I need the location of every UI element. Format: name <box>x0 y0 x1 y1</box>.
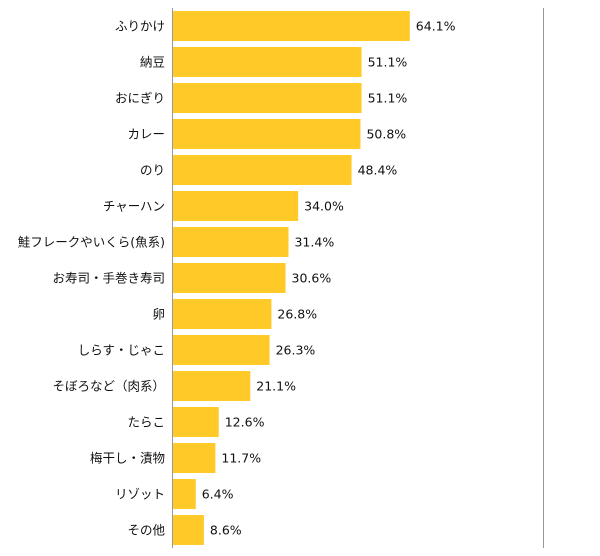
bar <box>172 371 251 401</box>
bars-group <box>172 11 410 545</box>
category-label: 梅干し・漬物 <box>90 451 165 466</box>
category-label: たらこ <box>127 415 165 430</box>
category-label: リゾット <box>115 487 165 502</box>
category-label: 卵 <box>152 307 165 322</box>
category-label: チャーハン <box>103 199 165 214</box>
value-label: 51.1% <box>368 55 408 70</box>
bar <box>172 47 362 77</box>
value-label: 48.4% <box>358 163 398 178</box>
bar <box>172 191 299 221</box>
bar <box>172 515 204 545</box>
value-label: 8.6% <box>210 523 242 538</box>
bar <box>172 119 361 149</box>
category-label: カレー <box>127 127 165 142</box>
category-label: しらす・じゃこ <box>78 343 165 358</box>
bar <box>172 335 270 365</box>
bar <box>172 479 196 509</box>
value-label: 6.4% <box>202 487 234 502</box>
category-label: ふりかけ <box>115 19 165 34</box>
bar <box>172 407 219 437</box>
value-label: 26.8% <box>277 307 317 322</box>
value-label: 31.4% <box>294 235 334 250</box>
bar <box>172 443 216 473</box>
category-label: のり <box>140 163 165 178</box>
category-label: お寿司・手巻き寿司 <box>52 271 165 286</box>
category-label: そぼろなど（肉系） <box>52 379 165 394</box>
value-label: 50.8% <box>366 127 406 142</box>
bar <box>172 299 272 329</box>
bar <box>172 263 286 293</box>
value-label: 11.7% <box>221 451 261 466</box>
category-label: 納豆 <box>140 55 165 70</box>
value-label: 51.1% <box>368 91 408 106</box>
value-label: 12.6% <box>225 415 265 430</box>
value-label: 26.3% <box>276 343 316 358</box>
value-label: 21.1% <box>256 379 296 394</box>
bar <box>172 83 362 113</box>
value-labels-group: 64.1% 51.1% 51.1% 50.8% 48.4% 34.0% 31.4% 30.6%… <box>202 19 456 538</box>
bar <box>172 155 352 185</box>
bar <box>172 11 410 41</box>
value-label: 30.6% <box>292 271 332 286</box>
category-label: 鮭フレークやいくら(魚系) <box>18 235 165 250</box>
category-label: おにぎり <box>115 91 165 106</box>
bar <box>172 227 289 257</box>
value-label: 34.0% <box>304 199 344 214</box>
value-label: 64.1% <box>416 19 456 34</box>
category-label: その他 <box>127 523 165 538</box>
